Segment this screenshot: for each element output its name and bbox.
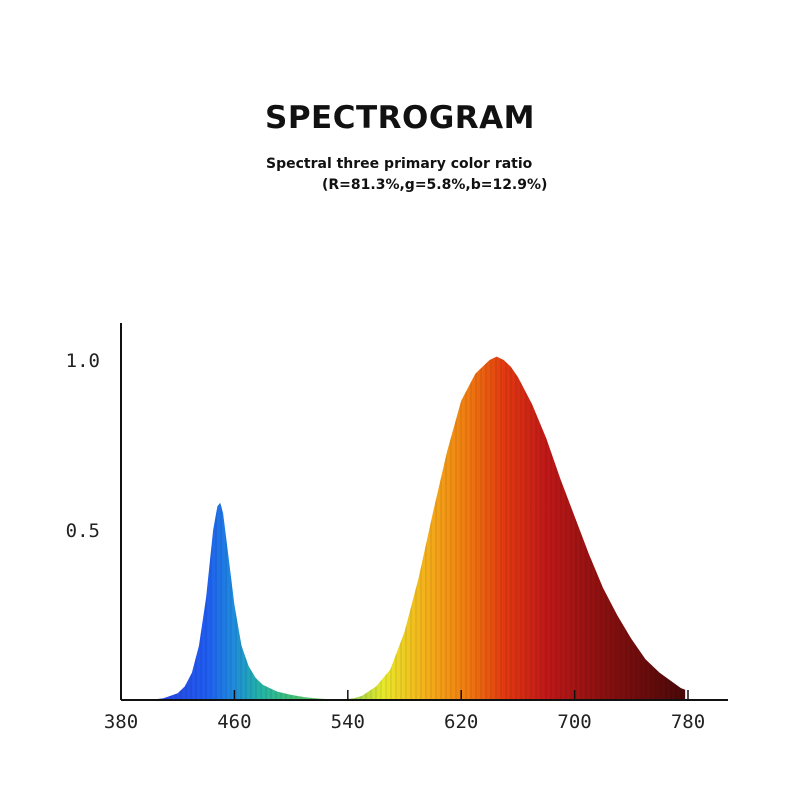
spectrum-area bbox=[149, 356, 686, 700]
chart-title: SPECTROGRAM bbox=[265, 100, 535, 136]
y-tick-label: 0.5 bbox=[66, 520, 100, 542]
x-tick-label: 620 bbox=[444, 711, 478, 733]
y-tick-label: 1.0 bbox=[66, 350, 100, 372]
x-tick-label: 460 bbox=[217, 711, 251, 733]
x-tick-label: 700 bbox=[557, 711, 591, 733]
color-ratio-text: (R=81.3%,g=5.8%,b=12.9%) bbox=[322, 177, 548, 193]
x-tick-label: 380 bbox=[104, 711, 138, 733]
x-tick-label: 780 bbox=[671, 711, 705, 733]
x-tick-label: 540 bbox=[331, 711, 365, 733]
chart-subtitle: Spectral three primary color ratio bbox=[266, 156, 533, 172]
